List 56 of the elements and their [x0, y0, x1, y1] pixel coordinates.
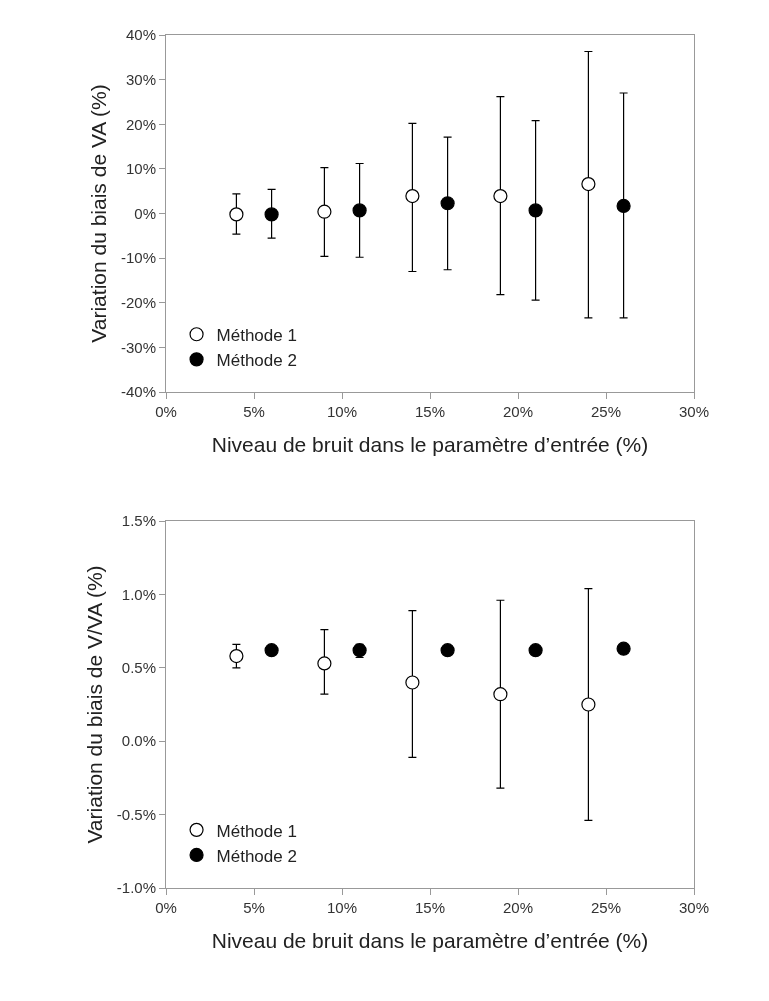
- point: [581, 176, 596, 192]
- x-tick-label: 25%: [590, 899, 622, 916]
- x-axis-title: Niveau de bruit dans le paramètre d’entrée (%): [211, 433, 649, 457]
- y-tick-label: -0.5%: [116, 805, 156, 823]
- x-tick-label: 30%: [678, 403, 710, 420]
- x-tick-label: 30%: [678, 899, 710, 916]
- y-tick-label: -20%: [120, 294, 156, 311]
- x-tick-label: 15%: [414, 899, 446, 916]
- y-tick-label: -10%: [120, 249, 156, 267]
- x-tick-label: 20%: [502, 899, 534, 916]
- y-tick-label: 0.0%: [121, 732, 156, 750]
- y-tick-label: 0%: [134, 204, 156, 222]
- y-tick-label: 20%: [125, 115, 156, 133]
- y-tick-label: 10%: [125, 160, 156, 178]
- legend-label: Méthode 2: [216, 351, 297, 370]
- x-tick-label: 10%: [326, 403, 358, 420]
- point: [229, 207, 244, 222]
- point: [528, 203, 543, 218]
- point: [493, 687, 508, 702]
- point: [264, 643, 279, 658]
- y-tick-label: 0.5%: [121, 659, 156, 677]
- x-axis-title: Niveau de bruit dans le paramètre d’entrée (%): [211, 929, 649, 953]
- point: [405, 675, 420, 690]
- point: [264, 207, 279, 222]
- y-tick-label: 1.0%: [121, 585, 156, 603]
- point: [317, 656, 332, 671]
- point: [493, 189, 508, 204]
- point: [440, 643, 455, 658]
- y-tick-label: 40%: [125, 26, 156, 44]
- point: [317, 204, 332, 219]
- point: [229, 648, 244, 664]
- y-tick-label: -40%: [120, 383, 156, 401]
- x-tick-label: 20%: [502, 403, 534, 420]
- x-tick-label: 0%: [155, 899, 177, 916]
- legend-label: Méthode 1: [216, 325, 297, 345]
- point: [528, 643, 543, 658]
- point: [352, 203, 367, 218]
- x-tick-label: 5%: [243, 403, 265, 420]
- y-tick-label: -30%: [120, 338, 156, 356]
- y-tick-label: -1.0%: [116, 879, 156, 897]
- x-tick-label: 25%: [590, 403, 622, 420]
- point: [616, 641, 631, 656]
- legend-label: Méthode 2: [216, 846, 297, 866]
- x-tick-label: 15%: [414, 403, 446, 420]
- y-tick-label: 30%: [125, 70, 156, 88]
- point: [581, 697, 596, 712]
- y-axis-title: Variation du biais de VA (%): [87, 84, 111, 343]
- x-tick-label: 5%: [243, 899, 265, 916]
- x-tick-label: 0%: [155, 403, 177, 420]
- legend-label: Méthode 1: [216, 821, 297, 841]
- point: [440, 196, 455, 211]
- x-tick-label: 10%: [326, 899, 358, 916]
- point: [405, 189, 420, 204]
- y-tick-label: 1.5%: [121, 512, 156, 530]
- point: [616, 198, 631, 213]
- y-axis-title: Variation du biais de V/VA (%): [82, 565, 106, 844]
